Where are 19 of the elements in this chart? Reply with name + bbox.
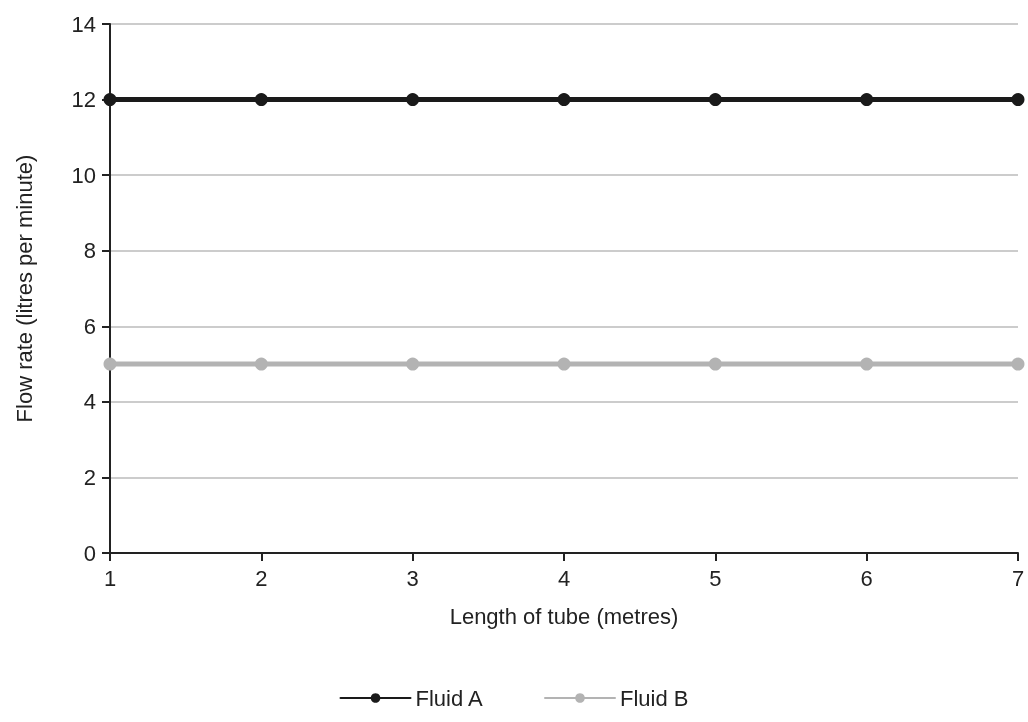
x-tick-label: 6 [860,565,873,591]
x-tick-label: 4 [557,565,571,591]
y-tick-label: 10 [71,162,96,188]
legend-label: Fluid B [620,685,689,711]
y-tick-label: 8 [83,238,96,264]
x-tick-label: 3 [406,565,419,591]
y-tick-label: 2 [83,464,96,490]
x-tick-label: 2 [255,565,268,591]
x-tick-label: 5 [709,565,722,591]
y-tick-label: 4 [83,389,96,415]
y-tick-label: 14 [71,11,96,37]
y-tick-label: 12 [71,87,96,113]
x-axis-title: Length of tube (metres) [449,603,679,629]
y-tick-label: 0 [83,540,96,566]
legend-label: Fluid A [415,685,484,711]
x-tick-label: 1 [103,565,117,591]
x-tick-label: 7 [1011,565,1025,591]
y-axis-title: Flow rate (litres per minute) [11,154,37,423]
y-tick-label: 6 [83,313,96,339]
